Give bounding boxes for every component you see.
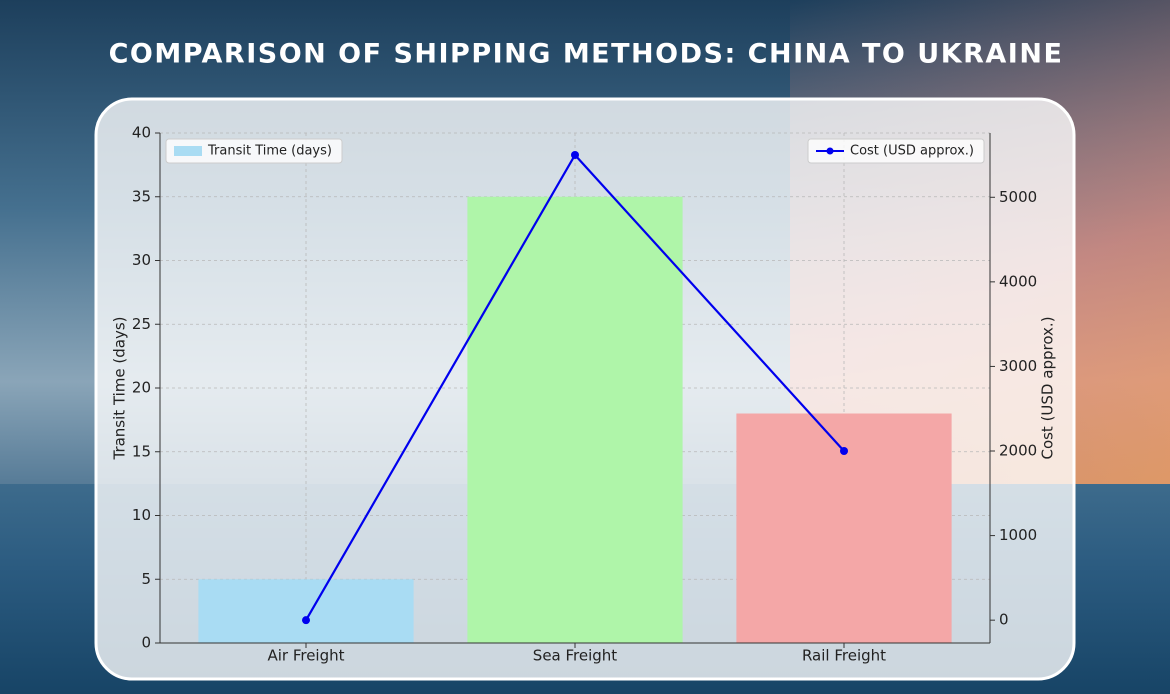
y-tick-label: 10 <box>132 506 151 524</box>
y2-tick-label: 1000 <box>999 526 1037 544</box>
y-tick-label: 30 <box>132 251 151 269</box>
y2-axis-label: Cost (USD approx.) <box>1039 316 1057 459</box>
y-tick-label: 40 <box>132 124 151 142</box>
point <box>571 150 579 159</box>
y2-tick-label: 5000 <box>999 188 1037 206</box>
bar <box>467 196 683 643</box>
y2-tick-label: 2000 <box>999 442 1037 460</box>
y-tick-label: 0 <box>141 634 151 652</box>
y-tick-label: 20 <box>132 379 151 397</box>
y-tick-label: 35 <box>132 187 151 205</box>
y-axis-label: Transit Time (days) <box>111 316 129 460</box>
legend-swatch <box>174 146 202 156</box>
chart-title: COMPARISON OF SHIPPING METHODS: CHINA TO… <box>109 39 1064 70</box>
y-tick-label: 25 <box>132 315 151 333</box>
bar <box>198 579 414 643</box>
x-tick-label: Rail Freight <box>802 647 886 665</box>
x-tick-label: Air Freight <box>267 647 344 665</box>
legend-label: Cost (USD approx.) <box>850 144 974 159</box>
legend-box <box>165 138 343 164</box>
point <box>840 447 848 456</box>
legend-box <box>807 138 985 164</box>
legend-marker <box>826 147 834 155</box>
y-tick-label: 5 <box>141 570 151 588</box>
y2-tick-label: 4000 <box>999 272 1037 290</box>
y-tick-label: 15 <box>132 442 151 460</box>
y2-tick-label: 0 <box>999 611 1009 629</box>
x-tick-label: Sea Freight <box>533 647 618 665</box>
y2-tick-label: 3000 <box>999 357 1037 375</box>
legend-label: Transit Time (days) <box>207 144 332 159</box>
point <box>302 616 310 625</box>
